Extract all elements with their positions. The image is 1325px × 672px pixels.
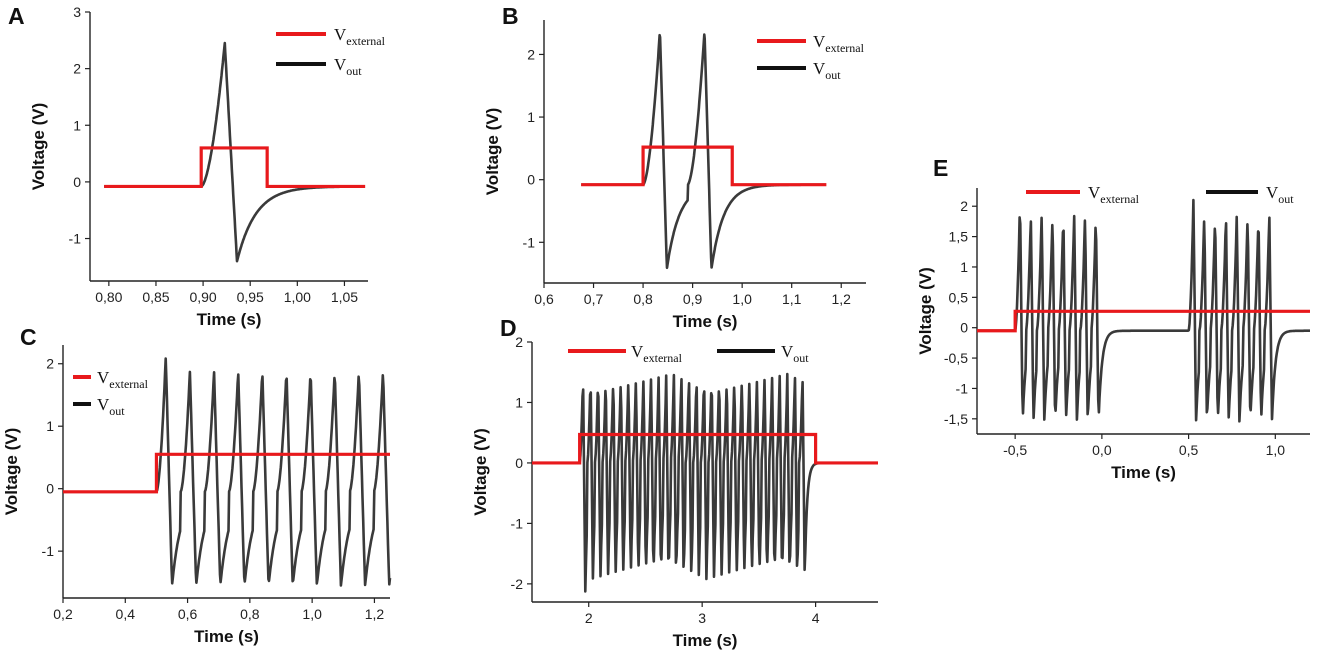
y-axis-label: Voltage (V) (483, 108, 502, 196)
legend-label-external: Vexternal (631, 342, 683, 365)
y-tick-label: 0 (527, 172, 535, 188)
x-tick-label: 3 (698, 610, 706, 626)
y-tick-label: 3 (73, 4, 81, 20)
legend-label-external: Vexternal (813, 32, 865, 55)
y-tick-label: 2 (960, 198, 968, 214)
x-tick-label: 0,95 (237, 289, 264, 305)
x-tick-label: 0,8 (633, 291, 653, 307)
legend: Vexternal Vout (568, 342, 809, 365)
x-tick-label: 0,6 (178, 606, 198, 622)
y-tick-label: 2 (73, 61, 81, 77)
legend-label-external: Vexternal (1088, 183, 1140, 206)
legend: Vexternal Vout (1026, 183, 1294, 206)
x-tick-label: 0,8 (240, 606, 260, 622)
y-tick-label: -1 (523, 234, 536, 250)
series-vexternal-line (532, 432, 878, 465)
series-vout-line (103, 41, 341, 263)
legend: Vexternal Vout (73, 368, 149, 418)
panel-B: B 0,6 0,7 0,8 0,9 1,0 1,1 1,2 -1 0 1 2 Time (s) Volta… (483, 3, 866, 331)
y-tick-label: 2 (527, 46, 535, 62)
panel-E: E -0,5 0,0 0,5 1,0 -1,5 -1 -0,5 0 0,5 1 1,5 2 Time (s… (916, 155, 1311, 482)
x-tick-label: 0,9 (683, 291, 703, 307)
x-axis-label: Time (s) (197, 310, 262, 329)
panel-label: B (502, 3, 519, 29)
panel-label: A (8, 3, 25, 29)
y-tick-label: 2 (46, 356, 54, 372)
y-axis-label: Voltage (V) (2, 428, 21, 516)
panel-label: E (933, 155, 948, 181)
legend-label-out: Vout (97, 395, 125, 418)
series-vexternal-line (581, 145, 827, 187)
x-tick-label: -0,5 (1003, 442, 1027, 458)
x-tick-label: 1,2 (831, 291, 851, 307)
y-tick-label: -1,5 (944, 411, 968, 427)
y-tick-label: -1 (956, 380, 969, 396)
series-vexternal-line (63, 452, 390, 494)
y-tick-label: 1 (515, 394, 523, 410)
x-axis-label: Time (s) (1111, 463, 1176, 482)
x-axis-label: Time (s) (673, 312, 738, 331)
x-tick-label: 0,6 (534, 291, 554, 307)
legend: Vexternal Vout (757, 32, 865, 82)
panel-label: D (500, 315, 517, 341)
x-tick-label: 0,80 (95, 289, 122, 305)
y-tick-label: 0 (960, 320, 968, 336)
series-vout-line (63, 357, 392, 587)
legend-label-external: Vexternal (334, 25, 386, 48)
panel-C: C 0,2 0,4 0,6 0,8 1,0 1,2 -1 0 1 2 Time (s) Voltage … (2, 324, 392, 646)
y-tick-label: 1 (527, 109, 535, 125)
x-tick-label: 1,05 (331, 289, 358, 305)
y-tick-label: 0 (515, 455, 523, 471)
x-tick-label: 1,2 (365, 606, 385, 622)
x-tick-label: 0,2 (53, 606, 73, 622)
x-tick-label: 2 (585, 610, 593, 626)
legend-label-out: Vout (334, 55, 362, 78)
x-tick-label: 4 (812, 610, 820, 626)
y-axis-label: Voltage (V) (29, 103, 48, 191)
series-vexternal-line (104, 146, 366, 189)
y-tick-label: -1 (69, 231, 82, 247)
legend: Vexternal Vout (276, 25, 386, 78)
legend-label-out: Vout (1266, 183, 1294, 206)
x-tick-label: 0,0 (1092, 442, 1112, 458)
series-vout-line (532, 372, 879, 593)
y-tick-label: 0 (73, 174, 81, 190)
panel-label: C (20, 324, 37, 350)
y-axis-label: Voltage (V) (916, 267, 935, 355)
y-axis-label: Voltage (V) (471, 428, 490, 516)
x-tick-label: 1,0 (1266, 442, 1286, 458)
y-tick-label: 2 (515, 334, 523, 350)
x-tick-label: 0,7 (584, 291, 604, 307)
y-tick-label: 0,5 (949, 289, 969, 305)
x-tick-label: 1,00 (284, 289, 311, 305)
x-axis-label: Time (s) (673, 631, 738, 650)
x-tick-label: 0,5 (1179, 442, 1199, 458)
y-tick-label: 1 (960, 259, 968, 275)
y-tick-label: -0,5 (944, 350, 968, 366)
y-tick-label: 0 (46, 481, 54, 497)
x-tick-label: 1,0 (302, 606, 322, 622)
legend-label-external: Vexternal (97, 368, 149, 391)
x-axis-label: Time (s) (194, 627, 259, 646)
y-tick-label: -1 (511, 515, 524, 531)
y-tick-label: -1 (42, 543, 55, 559)
series-vout-line (977, 198, 1311, 423)
series-vexternal-line (977, 309, 1310, 333)
x-tick-label: 1,0 (732, 291, 752, 307)
panel-A: A 0,80 0,85 0,90 0,95 1,00 1,05 -1 0 1 2 3 Time (s) V… (8, 3, 386, 329)
legend-label-out: Vout (781, 342, 809, 365)
x-tick-label: 1,1 (782, 291, 802, 307)
x-tick-label: 0,4 (116, 606, 136, 622)
y-tick-label: 1,5 (949, 229, 969, 245)
y-tick-label: 1 (46, 418, 54, 434)
y-tick-label: -2 (511, 576, 524, 592)
x-tick-label: 0,85 (142, 289, 169, 305)
x-tick-label: 0,90 (189, 289, 216, 305)
y-tick-label: 1 (73, 117, 81, 133)
legend-label-out: Vout (813, 59, 841, 82)
